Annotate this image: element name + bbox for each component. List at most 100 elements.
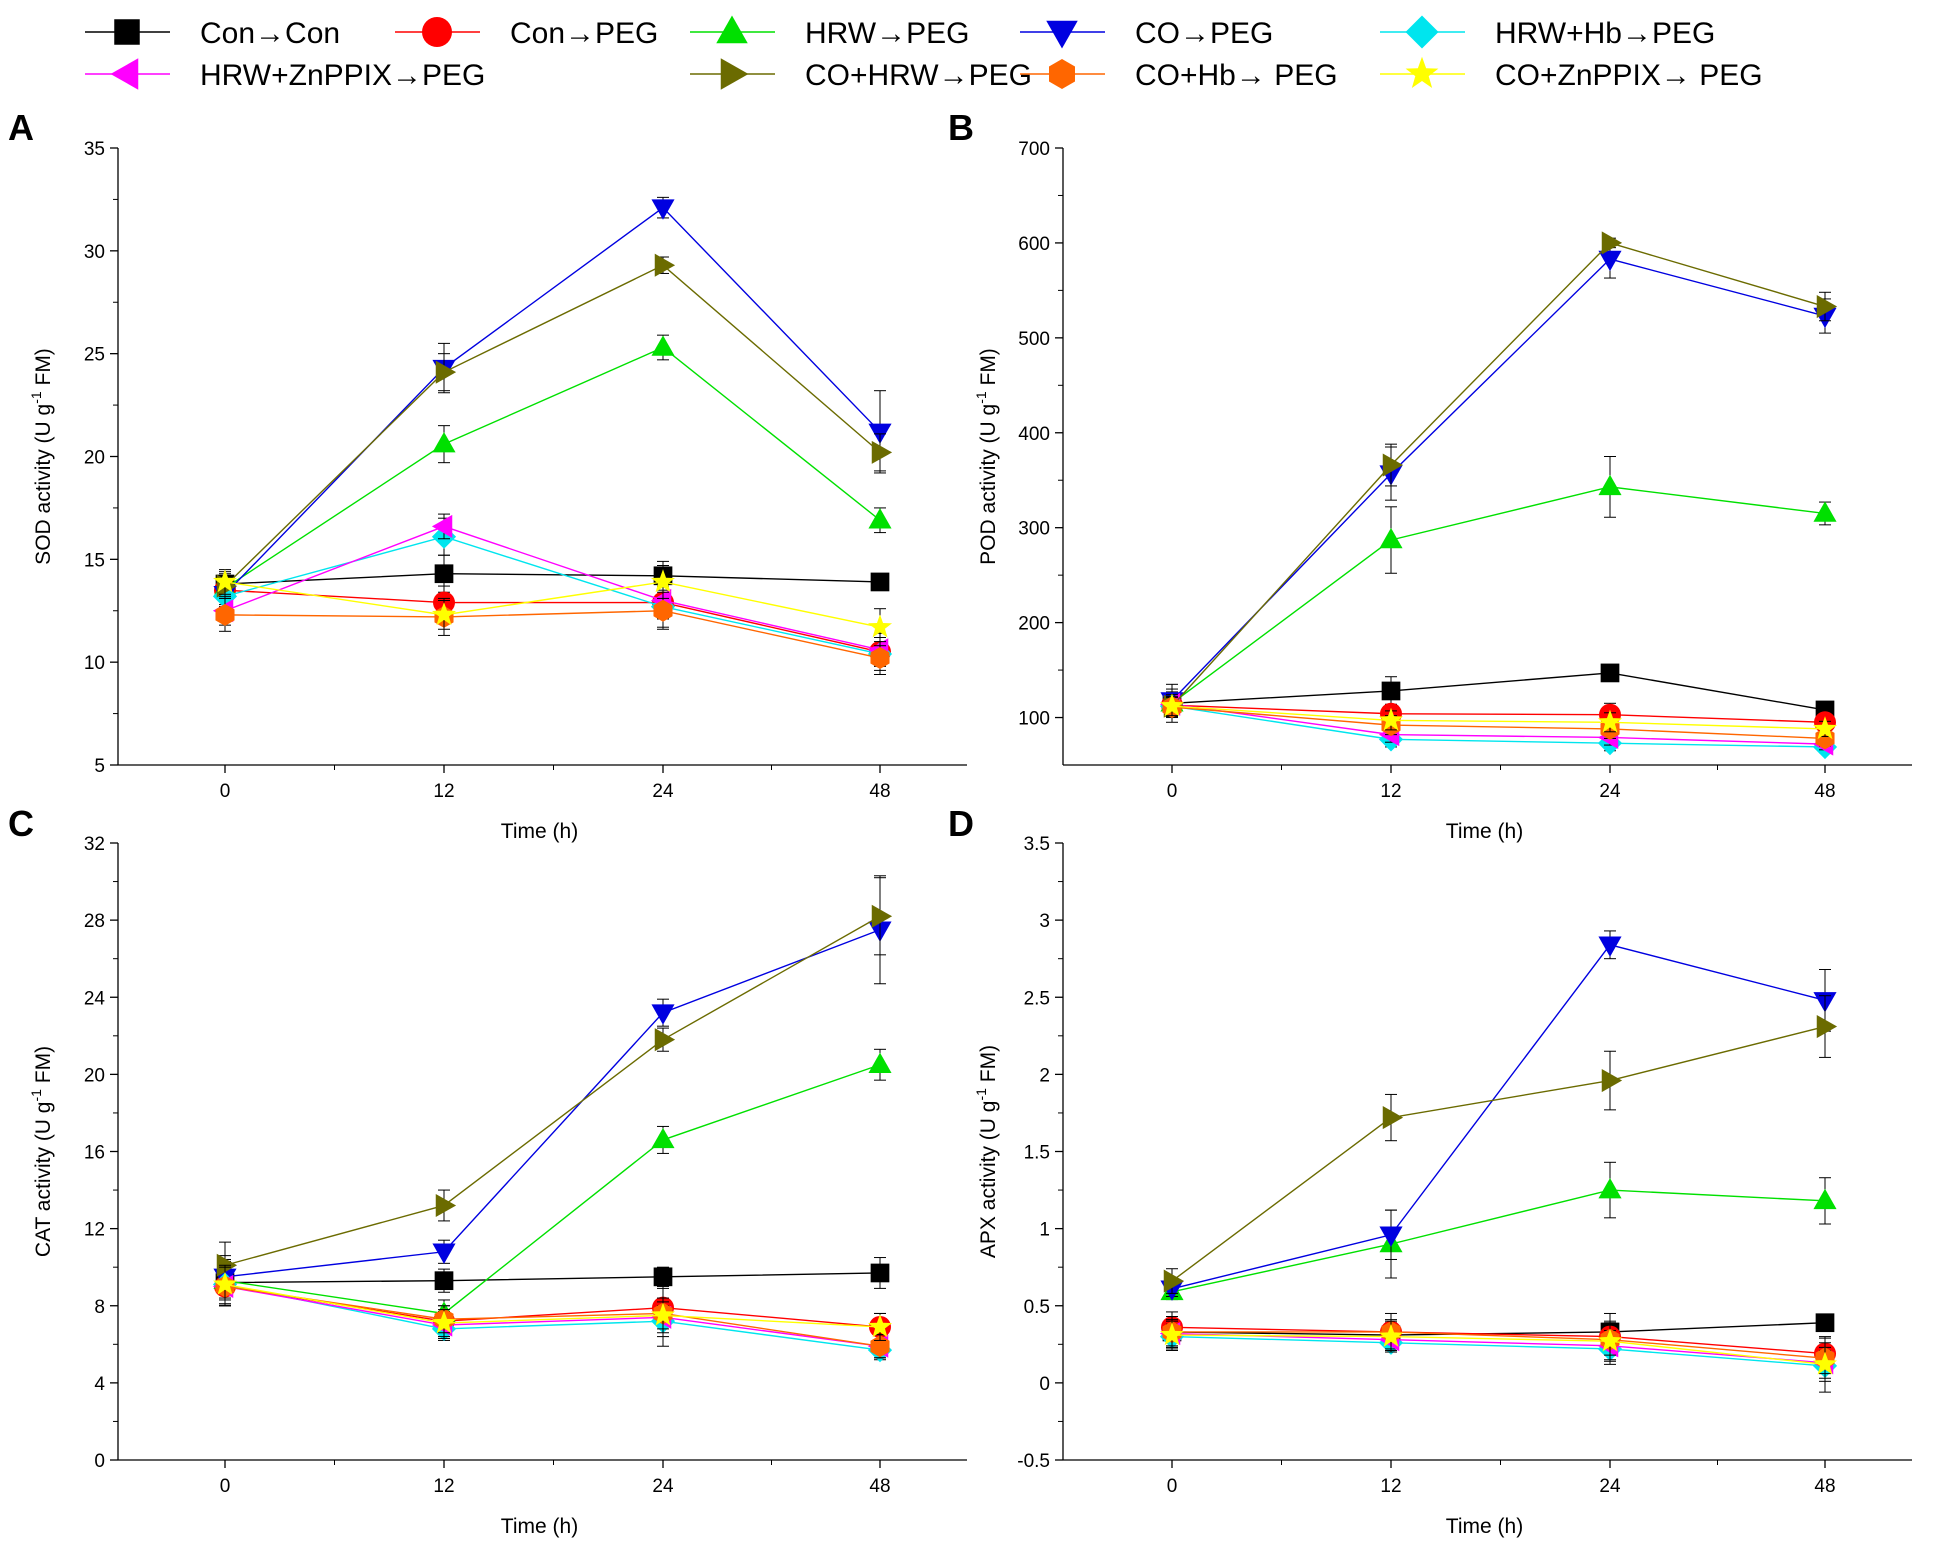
panel-a-point-co-plus-hrw-to-peg-24h xyxy=(654,253,676,277)
panel-c-series-hrw-plus-hb-to-peg xyxy=(212,1264,893,1363)
panel-a-line-co-plus-hb-to-peg xyxy=(224,610,881,659)
legend-marker-co-plus-znppix-to-peg xyxy=(1405,56,1439,88)
panel-c-series-hrw-to-peg xyxy=(213,1048,892,1328)
panel-d-series-co-plus-hb-to-peg xyxy=(1162,1312,1835,1375)
panel-c-line-co-plus-znppix-to-peg xyxy=(224,1283,881,1328)
panel-a-line-co-to-peg xyxy=(224,206,881,595)
legend-item-hrw-to-peg: HRW→PEG xyxy=(690,15,969,50)
panel-d-line-co-plus-hrw-to-peg xyxy=(1171,1025,1826,1282)
panel-c-line-co-plus-hb-to-peg xyxy=(224,1285,881,1347)
panel-c-y-axis-title-main: CAT activity (U g xyxy=(32,1102,55,1258)
panel-d-point-co-plus-hrw-to-peg-12h xyxy=(1382,1106,1404,1130)
panel-c-line-con-to-con xyxy=(224,1272,881,1284)
panel-d-point-co-plus-znppix-to-peg-48h xyxy=(1812,1351,1838,1375)
panel-c-y-tick-label: 24 xyxy=(84,988,106,1009)
panel-d-y-tick-label: 2 xyxy=(1039,1065,1050,1086)
panel-d-y-tick-label: 3 xyxy=(1039,911,1050,932)
panel-d-point-hrw-to-peg-24h xyxy=(1598,1177,1622,1199)
legend-marker-hrw-plus-hb-to-peg xyxy=(1405,15,1439,49)
panel-a-point-co-plus-znppix-to-peg-48h xyxy=(867,614,893,638)
panel-c-series-co-plus-znppix-to-peg xyxy=(212,1264,893,1347)
panel-a-line-co-plus-hrw-to-peg xyxy=(224,264,881,587)
legend-label-hrw-plus-hb-to-peg: HRW+Hb→PEG xyxy=(1495,17,1715,50)
panel-d-point-con-to-con-48h xyxy=(1815,1313,1835,1333)
legend-marker-con-to-con xyxy=(114,19,140,45)
panel-d-point-co-plus-znppix-to-peg-12h xyxy=(1378,1323,1404,1347)
panel-a-point-co-plus-hb-to-peg-24h xyxy=(653,599,673,622)
panel-b-y-axis-title-end: FM) xyxy=(977,348,1000,391)
legend-item-co-plus-hb-to-peg: CO+Hb→ PEG xyxy=(1020,59,1338,92)
panel-letter-c: C xyxy=(8,803,34,844)
panel-d-point-co-plus-hrw-to-peg-24h xyxy=(1601,1068,1623,1093)
legend-label-co-plus-znppix-to-peg: CO+ZnPPIX→ PEG xyxy=(1495,59,1763,92)
legend-label-co-to-peg: CO→PEG xyxy=(1135,17,1273,50)
panel-a-line-co-plus-znppix-to-peg xyxy=(224,581,881,628)
panel-d-line-hrw-to-peg xyxy=(1171,1189,1826,1293)
legend-marker-con-to-peg xyxy=(422,17,452,47)
panel-a-x-tick-label: 0 xyxy=(220,781,231,802)
panel-c-line-co-plus-hrw-to-peg xyxy=(224,915,881,1266)
panel-c-x-tick-label: 48 xyxy=(869,1476,890,1497)
panel-b-point-co-plus-znppix-to-peg-0h xyxy=(1159,693,1185,717)
panel-c-line-hrw-plus-hb-to-peg xyxy=(224,1283,881,1351)
panel-c-series-co-plus-hb-to-peg xyxy=(215,1266,890,1359)
panel-a-sod: A 5 10 15 20 25 30 35 0 12 24 48 Time (h) SOD activi… xyxy=(8,107,967,843)
panel-b-point-con-to-con-12h xyxy=(1381,681,1401,701)
panel-a-y-tick-label: 30 xyxy=(84,242,105,263)
panel-d-point-hrw-to-peg-48h xyxy=(1813,1188,1837,1210)
panel-b-series-co-to-peg xyxy=(1160,239,1837,713)
panel-a-series-co-to-peg xyxy=(213,196,892,608)
panel-d-x-tick-label: 24 xyxy=(1599,1476,1621,1497)
panel-a-series-co-plus-hb-to-peg xyxy=(215,591,890,676)
panel-b-y-axis-title-main: POD activity (U g xyxy=(977,404,1000,565)
panel-b-y-tick-label: 200 xyxy=(1018,614,1050,635)
panel-b-y-tick-label: 500 xyxy=(1018,329,1050,350)
panel-d-y-tick-label: 1 xyxy=(1039,1220,1050,1241)
panel-a-point-co-plus-hb-to-peg-48h xyxy=(870,647,890,670)
panel-c-x-tick-label: 24 xyxy=(652,1476,674,1497)
panel-a-y-tick-label: 20 xyxy=(84,448,105,469)
panel-b-point-co-plus-hrw-to-peg-24h xyxy=(1601,231,1623,255)
panel-d-point-co-to-peg-12h xyxy=(1379,1226,1403,1247)
legend-item-hrw-plus-hb-to-peg: HRW+Hb→PEG xyxy=(1380,15,1715,50)
panel-d-series-co-to-peg xyxy=(1160,930,1837,1301)
panel-d-line-con-to-con xyxy=(1171,1322,1826,1336)
panel-c-point-co-plus-znppix-to-peg-12h xyxy=(431,1310,457,1334)
panel-c-y-axis-title-sup: -1 xyxy=(28,1089,44,1102)
panel-letter-a: A xyxy=(8,107,34,148)
panel-letter-b: B xyxy=(948,107,974,148)
panel-a-series-co-plus-znppix-to-peg xyxy=(212,565,893,647)
panel-d-y-axis-title: APX activity (U g-1 FM) xyxy=(973,1045,1000,1258)
panel-d-series-co-plus-hrw-to-peg xyxy=(1163,995,1838,1294)
panel-d-y-tick-label: 2.5 xyxy=(1024,988,1050,1009)
legend-marker-co-plus-hb-to-peg xyxy=(1049,59,1075,89)
panel-b-point-co-plus-znppix-to-peg-24h xyxy=(1597,709,1623,733)
panel-a-point-co-plus-znppix-to-peg-24h xyxy=(650,569,676,593)
legend: Con→Con Con→PEG HRW→PEG CO→PEG HRW+Hb→PEG HRW… xyxy=(85,15,1763,92)
panel-d-series-con-to-peg xyxy=(1161,1311,1836,1370)
legend-item-co-plus-znppix-to-peg: CO+ZnPPIX→ PEG xyxy=(1380,56,1763,92)
panel-d-x-axis-title: Time (h) xyxy=(1446,1515,1523,1538)
panel-a-x-tick-label: 12 xyxy=(433,781,454,802)
panel-a-line-hrw-plus-hb-to-peg xyxy=(224,535,881,655)
panel-d-line-co-plus-hb-to-peg xyxy=(1172,1331,1826,1359)
panel-c-x-tick-label: 12 xyxy=(433,1476,454,1497)
legend-marker-co-to-peg xyxy=(1046,20,1078,49)
panel-a-y-axis-title-main: SOD activity (U g xyxy=(32,404,55,565)
panel-c-point-hrw-to-peg-24h xyxy=(651,1127,675,1149)
panel-b-series-hrw-plus-znppix-to-peg xyxy=(1159,692,1834,756)
panel-c-x-tick-label: 0 xyxy=(220,1476,231,1497)
panel-c-y-tick-label: 28 xyxy=(84,911,105,932)
panel-a-line-con-to-con xyxy=(224,573,881,585)
legend-item-con-to-con: Con→Con xyxy=(85,17,340,50)
panel-b-line-co-plus-znppix-to-peg xyxy=(1171,705,1826,730)
panel-c-point-hrw-to-peg-48h xyxy=(868,1052,892,1073)
panel-d-line-co-to-peg xyxy=(1171,944,1826,1290)
panel-c-series-co-to-peg xyxy=(213,875,892,1299)
panel-c-y-axis-title-end: FM) xyxy=(32,1046,55,1089)
panel-a-line-hrw-to-peg xyxy=(224,346,881,589)
panel-a-x-axis-title: Time (h) xyxy=(501,820,578,843)
panel-a-point-co-plus-hb-to-peg-0h xyxy=(215,603,235,626)
legend-marker-hrw-plus-znppix-to-peg xyxy=(110,58,139,90)
